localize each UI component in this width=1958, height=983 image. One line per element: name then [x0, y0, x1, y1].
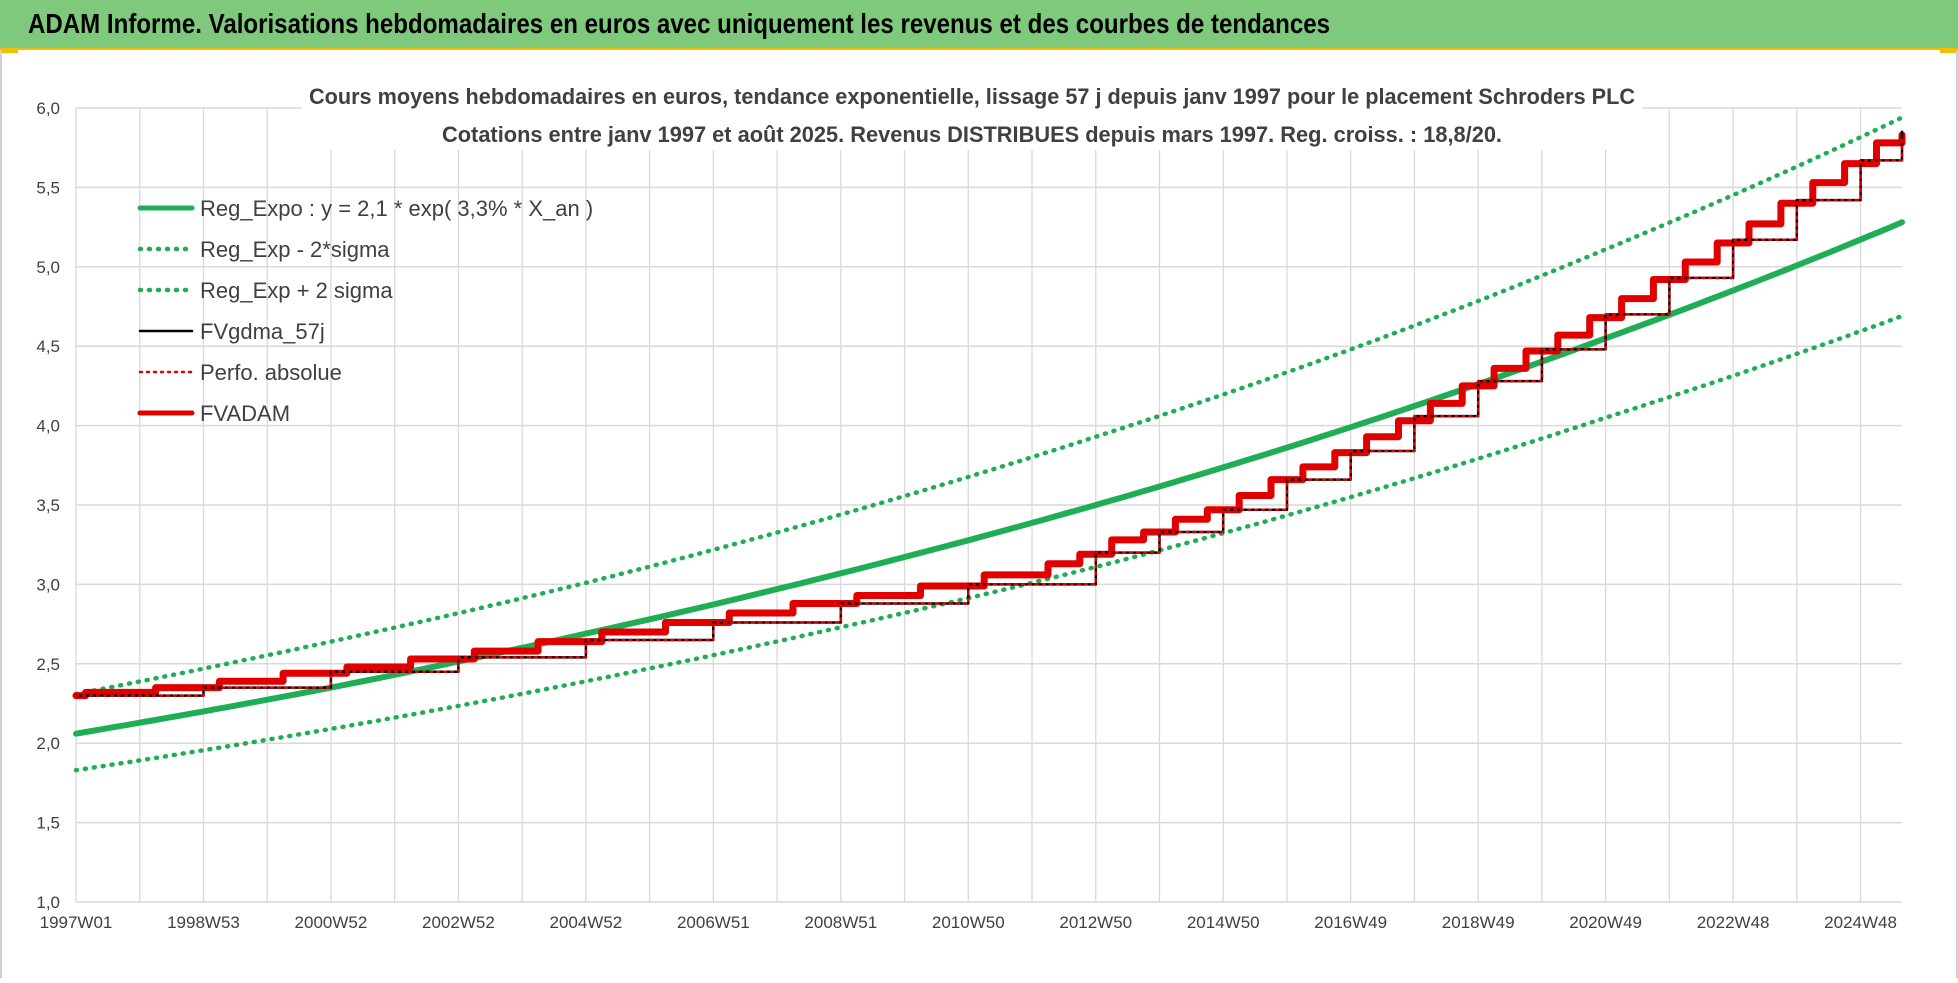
y-tick-label: 2,5	[36, 655, 60, 674]
x-tick-label: 2002W52	[422, 913, 495, 932]
x-tick-label: 2010W50	[932, 913, 1005, 932]
x-tick-label: 2018W49	[1442, 913, 1515, 932]
grid-layer	[75, 107, 1902, 903]
legend-label: Perfo. absolue	[200, 360, 342, 385]
x-tick-label: 2008W51	[804, 913, 877, 932]
legend-label: Reg_Exp + 2 sigma	[200, 278, 393, 303]
x-tick-label: 1998W53	[167, 913, 240, 932]
series-line-4	[74, 133, 1904, 697]
x-tick-label: 1997W01	[40, 913, 113, 932]
banner-accent-right	[1940, 48, 1958, 53]
series-line-1	[73, 313, 1905, 773]
y-tick-label: 5,5	[36, 178, 60, 197]
y-tick-label: 6,0	[36, 99, 60, 118]
x-tick-label: 2014W50	[1187, 913, 1260, 932]
y-tick-label: 1,0	[36, 893, 60, 912]
y-tick-label: 2,0	[36, 734, 60, 753]
axis-layer: 1,0 1,5 2,0 2,5 3,0 3,5 4,0 4,5 5,0 5,5 6,0 1997W01…	[36, 99, 1897, 932]
chart-title-bg	[302, 78, 1642, 150]
y-tick-label: 1,5	[36, 814, 60, 833]
chart-svg: Cours moyens hebdomadaires en euros, ten…	[36, 78, 1906, 932]
x-tick-label: 2016W49	[1314, 913, 1387, 932]
series-line-2	[73, 115, 1905, 697]
legend-label: Reg_Expo : y = 2,1 * exp( 3,3% * X_an )	[200, 196, 593, 221]
x-tick-label: 2024W48	[1824, 913, 1897, 932]
x-tick-label: 2012W50	[1059, 913, 1132, 932]
page-title: ADAM Informe. Valorisations hebdomadaire…	[28, 8, 1331, 39]
legend-label: FVgdma_57j	[200, 319, 325, 344]
header-banner: ADAM Informe. Valorisations hebdomadaire…	[0, 0, 1958, 50]
y-tick-label: 4,5	[36, 337, 60, 356]
legend-label: Reg_Exp - 2*sigma	[200, 237, 390, 262]
legend: Reg_Expo : y = 2,1 * exp( 3,3% * X_an ) R…	[137, 196, 593, 426]
x-tick-label: 2022W48	[1697, 913, 1770, 932]
banner-accent-left	[0, 48, 18, 53]
chart-subtitle: Cotations entre janv 1997 et août 2025. …	[442, 122, 1502, 147]
chart-title: Cours moyens hebdomadaires en euros, ten…	[309, 84, 1635, 109]
legend-label: FVADAM	[200, 401, 290, 426]
y-tick-label: 3,5	[36, 496, 60, 515]
x-tick-label: 2006W51	[677, 913, 750, 932]
chart-title-group: Cours moyens hebdomadaires en euros, ten…	[302, 78, 1642, 150]
x-tick-label: 2000W52	[295, 913, 368, 932]
y-tick-label: 5,0	[36, 258, 60, 277]
series-layer	[72, 115, 1906, 773]
x-tick-label: 2020W49	[1569, 913, 1642, 932]
series-line-0	[73, 219, 1905, 737]
x-tick-label: 2004W52	[549, 913, 622, 932]
chart-area: Cours moyens hebdomadaires en euros, ten…	[0, 50, 1958, 978]
y-tick-label: 4,0	[36, 417, 60, 436]
y-tick-label: 3,0	[36, 575, 60, 594]
